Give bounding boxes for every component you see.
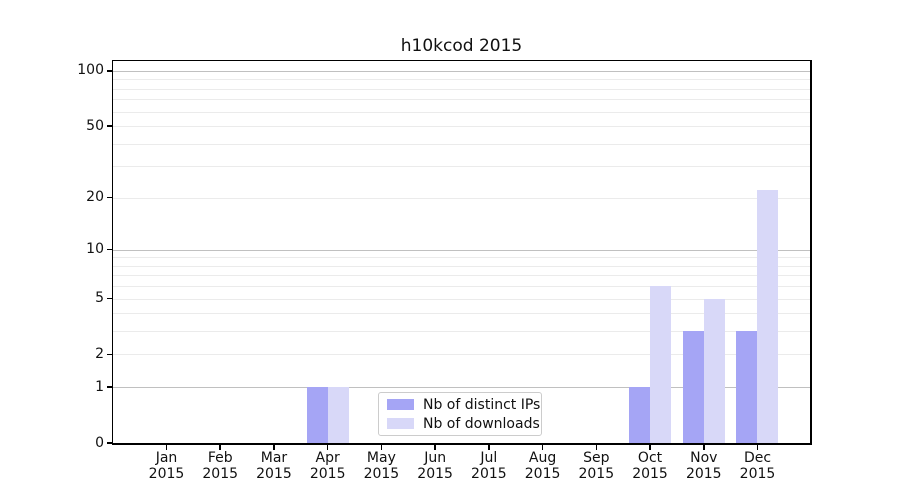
gridline-minor [113, 354, 810, 356]
y-tick-mark [106, 248, 112, 251]
x-tick-label: May 2015 [363, 450, 400, 482]
bar-distinct-ips [736, 331, 758, 443]
gridline-minor [113, 143, 810, 145]
gridline-major [113, 387, 810, 389]
x-tick-label: Feb 2015 [202, 450, 239, 482]
gridline-minor [113, 166, 810, 168]
legend-label-distinct-ips: Nb of distinct IPs [423, 396, 541, 413]
x-tick-mark [380, 444, 383, 450]
y-tick-label: 1 [95, 378, 104, 395]
y-tick-mark [106, 196, 112, 199]
x-tick-mark [165, 444, 168, 450]
x-tick-mark [434, 444, 436, 450]
x-tick-mark [273, 444, 275, 450]
y-tick-label: 5 [95, 290, 104, 307]
bar-distinct-ips [306, 387, 328, 443]
y-tick-label: 2 [95, 345, 104, 362]
x-tick-label: Aug 2015 [524, 450, 561, 482]
x-tick-mark [326, 444, 329, 450]
gridline-minor [113, 298, 810, 300]
gridline-minor [113, 79, 810, 81]
gridline-minor [113, 99, 810, 101]
x-tick-label: Jun 2015 [417, 450, 453, 482]
x-tick-mark [595, 444, 598, 450]
x-tick-label: Jul 2015 [471, 450, 507, 482]
x-tick-label: Dec 2015 [739, 450, 776, 482]
y-tick-mark [106, 125, 112, 127]
x-tick-label: Mar 2015 [256, 450, 292, 482]
x-tick-mark [756, 444, 759, 450]
x-tick-label: Sep 2015 [578, 450, 615, 482]
gridline-minor [113, 88, 810, 90]
gridline-major [113, 249, 810, 251]
bar-downloads [703, 298, 725, 443]
legend-swatch-distinct-ips [387, 399, 414, 410]
y-tick-label: 20 [86, 189, 104, 206]
x-tick-mark [649, 444, 651, 450]
gridline-minor [113, 197, 810, 199]
gridline-minor [113, 286, 810, 288]
gridline-major [113, 70, 810, 72]
chart-title: h10kcod 2015 [400, 36, 523, 56]
bar-distinct-ips [682, 331, 704, 443]
y-tick-mark [106, 386, 112, 388]
x-tick-mark [219, 444, 221, 450]
legend-item-distinct-ips: Nb of distinct IPs [387, 397, 541, 413]
y-tick-mark [106, 70, 112, 72]
plot-border-right [810, 59, 812, 445]
x-tick-mark [703, 444, 705, 450]
gridline-minor [113, 331, 810, 333]
bar-downloads [327, 387, 349, 443]
gridline-minor [113, 313, 810, 315]
x-tick-label: Oct 2015 [632, 450, 668, 482]
bar-downloads [650, 286, 672, 443]
x-axis-line [111, 443, 812, 445]
plot-area [113, 61, 810, 443]
x-tick-mark [541, 444, 544, 450]
y-tick-label: 50 [86, 117, 104, 134]
x-tick-label: Jan 2015 [148, 450, 185, 482]
gridline-minor [113, 126, 810, 128]
legend-swatch-downloads [387, 418, 414, 429]
y-tick-label: 10 [86, 241, 104, 258]
legend-item-downloads: Nb of downloads [387, 416, 541, 432]
y-axis-line [111, 59, 113, 445]
bar-downloads [757, 190, 779, 443]
gridline-minor [113, 265, 810, 267]
y-tick-mark [106, 442, 112, 444]
y-tick-label: 0 [95, 434, 104, 451]
legend-label-downloads: Nb of downloads [423, 415, 540, 432]
gridline-minor [113, 257, 810, 259]
x-tick-label: Apr 2015 [309, 450, 346, 482]
plot-border-top [111, 59, 812, 61]
x-tick-mark [488, 444, 490, 450]
gridline-minor [113, 111, 810, 113]
bar-distinct-ips [629, 387, 651, 443]
y-tick-label: 100 [77, 62, 104, 79]
y-tick-mark [106, 297, 112, 300]
x-tick-label: Nov 2015 [685, 450, 722, 482]
legend: Nb of distinct IPs Nb of downloads [378, 392, 542, 436]
gridline-minor [113, 275, 810, 277]
y-tick-mark [106, 353, 112, 356]
